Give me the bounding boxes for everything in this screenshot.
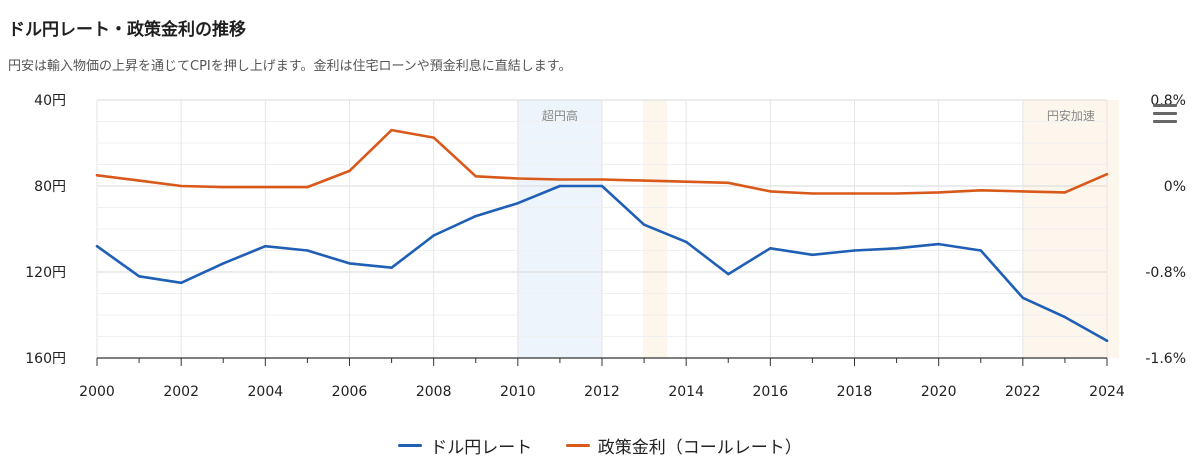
hamburger-menu-icon[interactable]	[1153, 104, 1177, 124]
data-point	[558, 184, 562, 188]
data-point	[390, 266, 393, 269]
y-right-tick-label: 0%	[1164, 179, 1186, 195]
legend-swatch-policy-rate	[565, 444, 590, 447]
x-tick-label: 2004	[248, 384, 284, 400]
data-point	[937, 191, 940, 194]
x-tick-label: 2010	[500, 384, 536, 400]
data-point	[474, 214, 477, 218]
data-point	[1021, 190, 1025, 193]
data-point	[811, 253, 814, 256]
data-point	[516, 177, 520, 180]
data-point	[179, 281, 183, 284]
data-point	[1063, 191, 1067, 194]
data-point	[937, 242, 940, 246]
data-point	[1063, 315, 1067, 319]
legend-swatch-usd-jpy	[398, 444, 423, 447]
line-chart: 超円高 円安加速 2000 2002 2004 2006 2008 2010 2012 2014 2…	[25, 93, 1186, 400]
y-left-tick-label: 80円	[34, 179, 66, 195]
data-point	[348, 169, 351, 173]
x-tick-label: 2000	[79, 384, 115, 400]
y-right-tick-label: -0.8%	[1145, 265, 1186, 281]
data-point	[137, 179, 141, 182]
data-point	[558, 178, 562, 181]
data-point	[264, 185, 267, 189]
data-point	[979, 189, 982, 192]
x-tick-label: 2022	[1005, 384, 1041, 400]
x-tick-label: 2006	[332, 384, 368, 400]
data-point	[1105, 172, 1109, 176]
data-point	[684, 240, 688, 244]
data-point	[600, 184, 604, 188]
data-point	[895, 192, 898, 195]
data-point	[306, 249, 309, 252]
legend-item-usd-jpy[interactable]: ドル円レート	[398, 433, 532, 458]
x-tick-label: 2008	[416, 384, 452, 400]
x-tick-label: 2018	[837, 384, 873, 400]
data-point	[348, 262, 351, 265]
legend-item-policy-rate[interactable]: 政策金利（コールレート）	[565, 433, 802, 458]
data-point	[642, 223, 646, 226]
legend-label-usd-jpy: ドル円レート	[430, 438, 533, 458]
data-point	[306, 185, 309, 189]
data-point	[769, 190, 772, 193]
data-point	[95, 245, 99, 248]
data-point	[979, 249, 982, 252]
annotation-label: 円安加速	[1047, 108, 1095, 123]
y-left-tick-label: 120円	[25, 265, 66, 281]
data-point	[222, 262, 225, 265]
data-point	[642, 179, 646, 182]
y-left-tick-label: 160円	[25, 351, 66, 367]
chart-legend: ドル円レート 政策金利（コールレート）	[0, 432, 1200, 458]
data-point	[95, 174, 99, 177]
data-point	[516, 202, 520, 205]
x-tick-label: 2012	[584, 384, 620, 400]
x-tick-label: 2016	[753, 384, 789, 400]
data-point	[1021, 296, 1025, 299]
data-point	[432, 234, 435, 237]
data-point	[474, 175, 477, 178]
legend-label-policy-rate: 政策金利（コールレート）	[597, 438, 802, 458]
data-point	[1105, 339, 1109, 342]
data-point	[727, 181, 730, 184]
x-tick-label: 2014	[668, 384, 704, 400]
data-point	[222, 185, 225, 189]
y-right-tick-label: -1.6%	[1145, 351, 1186, 367]
x-tick-label: 2020	[921, 384, 957, 400]
data-point	[179, 184, 183, 188]
data-point	[895, 247, 898, 250]
data-point	[853, 192, 856, 195]
data-point	[390, 128, 393, 132]
annotation-label: 超円高	[542, 108, 578, 123]
chart-subtitle: 円安は輸入物価の上昇を通じてCPIを押し上げます。金利は住宅ローンや預金利息に直…	[8, 59, 572, 74]
data-point	[600, 178, 604, 181]
data-point	[684, 180, 688, 183]
data-point	[432, 136, 435, 139]
data-point	[264, 245, 267, 248]
chart-title: ドル円レート・政策金利の推移	[8, 20, 246, 40]
x-tick-label: 2024	[1089, 384, 1125, 400]
y-left-tick-label: 40円	[34, 93, 66, 109]
data-point	[727, 272, 730, 276]
x-tick-label: 2002	[163, 384, 199, 400]
data-point	[853, 249, 856, 252]
data-point	[769, 247, 772, 250]
data-point	[137, 275, 141, 278]
data-point	[811, 192, 814, 195]
